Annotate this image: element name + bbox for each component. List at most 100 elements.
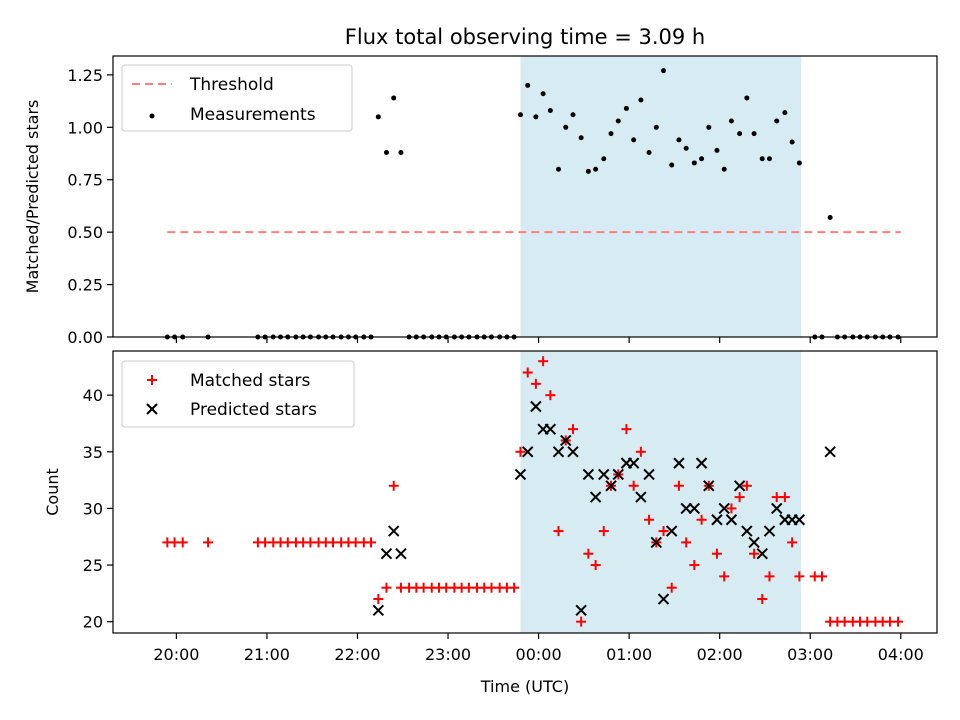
measurement-point [375,114,381,120]
matched-star-point [673,480,684,491]
predicted-star-point [665,525,678,537]
top-y-tick-label: 0.50 [67,223,103,242]
measurement-point [691,160,697,166]
top-shaded-span [520,56,802,337]
predicted-star-point [688,502,701,515]
bottom-y-tick-label: 30 [83,499,103,518]
legend-matched-label: Matched stars [190,371,310,391]
top-legend: Threshold Measurements [121,64,353,132]
bottom-shaded-span [520,351,802,633]
legend-matched-symbol [147,375,157,385]
predicted-star-point [673,457,685,469]
matched-star-point [893,616,904,627]
x-tick-label: 01:00 [606,645,652,664]
matched-star-point [696,514,707,525]
x-tick-label: 21:00 [244,645,290,664]
predicted-star-point [756,548,768,560]
measurement-point [669,162,675,168]
matched-star-point [741,480,752,491]
predicted-star-point [695,457,708,469]
chart-title: Flux total observing time = 3.09 h [345,25,705,49]
legend-threshold-label: Threshold [189,75,274,95]
bottom-y-tick-label: 25 [83,556,103,575]
legend-measurement-label: Measurements [190,105,316,125]
measurement-point [585,168,591,174]
predicted-star-point [718,502,730,515]
top-plot-frame [112,55,938,338]
predicted-star-point [763,525,776,537]
measurement-point [540,91,546,97]
predicted-star-point [711,514,723,526]
predicted-star-point [589,491,602,503]
matched-star-point [689,560,700,571]
matched-star-point [681,537,692,548]
top-y-tick-label: 1.25 [67,66,103,85]
predicted-star-point [544,423,557,435]
measurement-point [623,105,629,111]
measurement-point [744,95,750,101]
matched-star-point [719,571,730,582]
measurement-point [751,131,757,137]
matched-star-point [509,582,520,593]
bottom-y-tick-label: 35 [83,443,103,462]
matched-star-point [787,537,798,548]
top-axis-ticks: 0.00 0.25 0.50 0.75 1.00 1.25 [67,66,902,347]
matched-star-point [522,367,533,378]
legend-predicted-label: Predicted stars [190,400,317,420]
measurement-point [782,110,788,116]
measurement-point [556,166,562,172]
predicted-star-point [582,468,595,481]
top-panel: 0.00 0.25 0.50 0.75 1.00 1.25 Matched/Predict… [23,55,938,347]
bottom-panel: 20 25 30 35 40 20:00 21:00 22:00 23:00 00:00 01:00… [43,350,938,696]
predicted-star-point [703,480,715,492]
bottom-legend: Matched stars Predicted stars [121,360,355,428]
measurement-point [766,156,772,162]
predicted-star-point [372,604,385,617]
measurement-point [683,145,689,151]
predicted-star-point [612,468,624,481]
matched-star-point [530,378,541,389]
predicted-star-point [567,446,579,458]
matched-star-point [515,446,526,457]
measurement-point [728,118,734,124]
legend-predicted-symbol [146,403,158,415]
measurement-point [796,160,802,166]
predicted-star-point [552,446,565,458]
measurement-point [737,131,743,137]
matched-star-point [583,548,594,559]
matched-star-point [203,537,214,548]
top-y-tick-label: 0.25 [67,276,103,295]
measurement-point [759,156,765,162]
legend-measurement-symbol [149,113,155,119]
matched-star-point [576,616,587,627]
matched-star-point [734,492,745,503]
predicted-star-point [793,514,806,526]
measurement-point [383,149,389,155]
predicted-star-point [725,514,738,526]
predicted-star-point [680,502,692,515]
measurement-point [533,114,539,120]
legend-x-marker [146,403,158,415]
matched-star-point [726,503,737,514]
predicted-star-point [741,525,753,537]
matched-star-point [779,492,790,503]
bottom-y-tick-label: 40 [83,386,103,405]
measurement-point [631,137,637,143]
measurement-point [638,97,644,103]
matched-stars-points [162,356,904,627]
measurement-point [653,124,659,130]
matched-star-point [538,356,549,367]
matched-star-point [366,537,377,548]
predicted-star-point [387,525,400,537]
measurement-point [525,82,531,88]
predicted-star-point [627,457,640,469]
measurement-point [827,214,833,220]
x-tick-label: 04:00 [878,645,924,664]
x-tick-label: 20:00 [153,645,199,664]
predicted-star-point [643,468,655,481]
matched-star-point [381,582,392,593]
matched-star-point [757,594,768,605]
measurement-point [547,108,553,114]
measurement-point [517,112,523,118]
measurement-point [593,166,599,172]
